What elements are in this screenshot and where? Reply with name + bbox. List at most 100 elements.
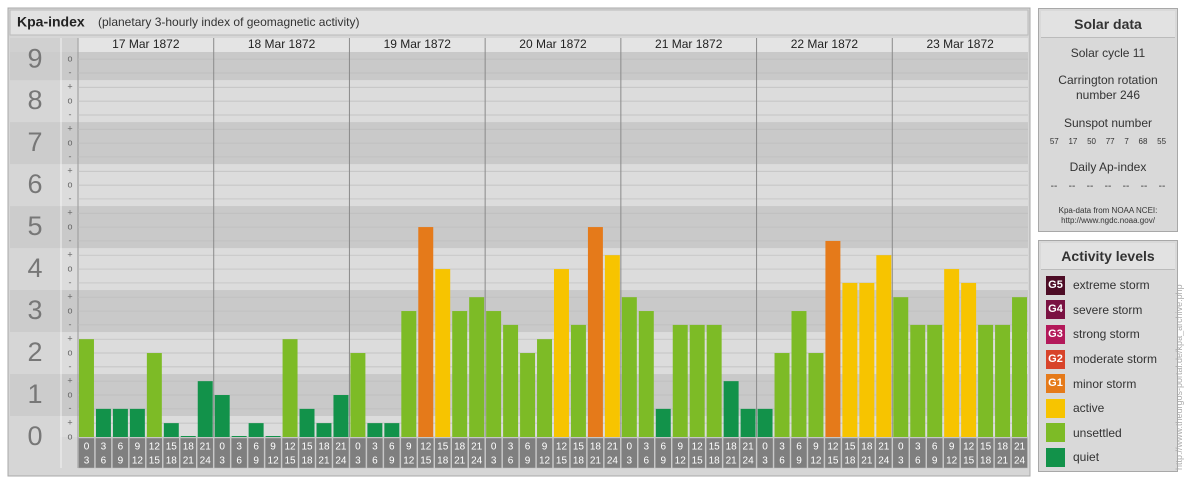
legend-item: quiet [1039,445,1177,470]
bar [604,255,620,437]
bar [689,324,705,437]
bar [231,436,247,437]
levels-title: Activity levels [1041,243,1175,270]
hour-label: 9 [677,442,683,453]
legend-code: G5 [1048,278,1063,291]
y-tick-label: 6 [27,169,42,199]
bar [214,395,230,437]
bar [723,381,739,437]
hour-label: 15 [827,456,839,467]
hour-label: 15 [301,442,313,453]
minor-tick-label: o [67,54,72,64]
bar [842,282,858,437]
hour-cell [807,437,825,469]
minor-tick-label: o [67,137,72,147]
sunspot-value: 17 [1068,137,1078,146]
hour-label: 6 [253,442,259,453]
source: Kpa-data from NOAA NCEI: http://www.ngdc.… [1039,206,1177,226]
hour-label: 3 [915,442,921,453]
hour-label: 0 [219,442,225,453]
legend-code: G1 [1048,377,1063,390]
hour-label: 24 [335,456,347,467]
hour-cell [349,437,367,469]
day-label: 23 Mar 1872 [926,37,994,51]
hour-label: 9 [253,456,259,467]
bar [452,311,468,437]
bar [95,408,111,437]
hour-label: 0 [762,442,768,453]
bar [333,395,349,437]
hour-cell [129,437,146,469]
hour-label: 6 [236,456,242,467]
sunspot-value: 50 [1087,137,1097,146]
hour-cell [417,437,434,469]
hour-label: 3 [779,442,785,453]
y-tick-label: 4 [27,253,42,283]
hour-cell [960,437,977,469]
hour-label: 15 [692,456,704,467]
minor-tick-label: - [69,319,72,329]
bar [995,324,1011,437]
hour-cell [587,437,604,469]
bar [401,311,417,437]
hour-label: 18 [726,442,738,453]
hour-label: 15 [980,442,992,453]
minor-tick-label: o [67,263,72,273]
hour-label: 24 [743,456,755,467]
hour-cell [366,437,384,469]
hour-cell [146,437,163,469]
hour-label: 12 [268,456,280,467]
hour-label: 12 [403,456,415,467]
hour-label: 6 [101,456,107,467]
minor-tick-label: + [67,376,72,386]
hour-cell [621,437,638,469]
bar [638,311,654,437]
hour-label: 15 [284,456,296,467]
bar [791,311,807,437]
hour-label: 12 [556,442,568,453]
source-text: Kpa-data from NOAA NCEI: [1058,206,1158,215]
label-col [10,52,60,437]
bar [876,255,892,437]
legend-item: unsettled [1039,421,1177,446]
minor-tick-label: + [67,208,72,218]
hour-label: 3 [627,456,633,467]
sunspot-value: 55 [1157,137,1167,146]
hour-label: 9 [525,456,531,467]
bar [1012,297,1027,437]
legend-text: active [1073,401,1105,416]
legend-code: G4 [1048,303,1063,316]
hour-cell [570,437,587,469]
legend-swatch [1046,447,1065,467]
y-tick-label: 0 [27,421,42,451]
hour-cell [281,437,299,469]
legend-swatch [1046,398,1065,418]
date-row [78,38,1028,52]
bar [520,353,536,437]
solar-cycle: Solar cycle 11 [1070,46,1146,60]
hour-cell [315,437,333,469]
hour-label: 9 [118,456,124,467]
minor-tick-label: o [67,347,72,357]
hour-label: 9 [660,456,666,467]
hour-label: 18 [183,442,195,453]
hour-cell [773,437,791,469]
hour-cell [230,437,248,469]
bar [79,339,94,437]
legend-swatch: G5 [1046,275,1065,295]
hour-label: 15 [556,456,568,467]
day-label: 19 Mar 1872 [384,37,452,51]
hour-label: 6 [660,442,666,453]
minor-tick-label: o [67,95,72,105]
chart: Kpa-index (planetary 3-hourly index of g… [7,7,1031,477]
hour-cell [112,437,129,469]
bar [621,297,637,437]
hour-label: 3 [101,442,107,453]
legend-item: G5 extreme storm [1039,273,1177,298]
hour-cell [519,437,536,469]
hour-cell [824,437,842,469]
hour-label: 21 [726,456,738,467]
hour-label: 6 [525,442,531,453]
hour-cell [655,437,672,469]
bar [197,381,213,437]
